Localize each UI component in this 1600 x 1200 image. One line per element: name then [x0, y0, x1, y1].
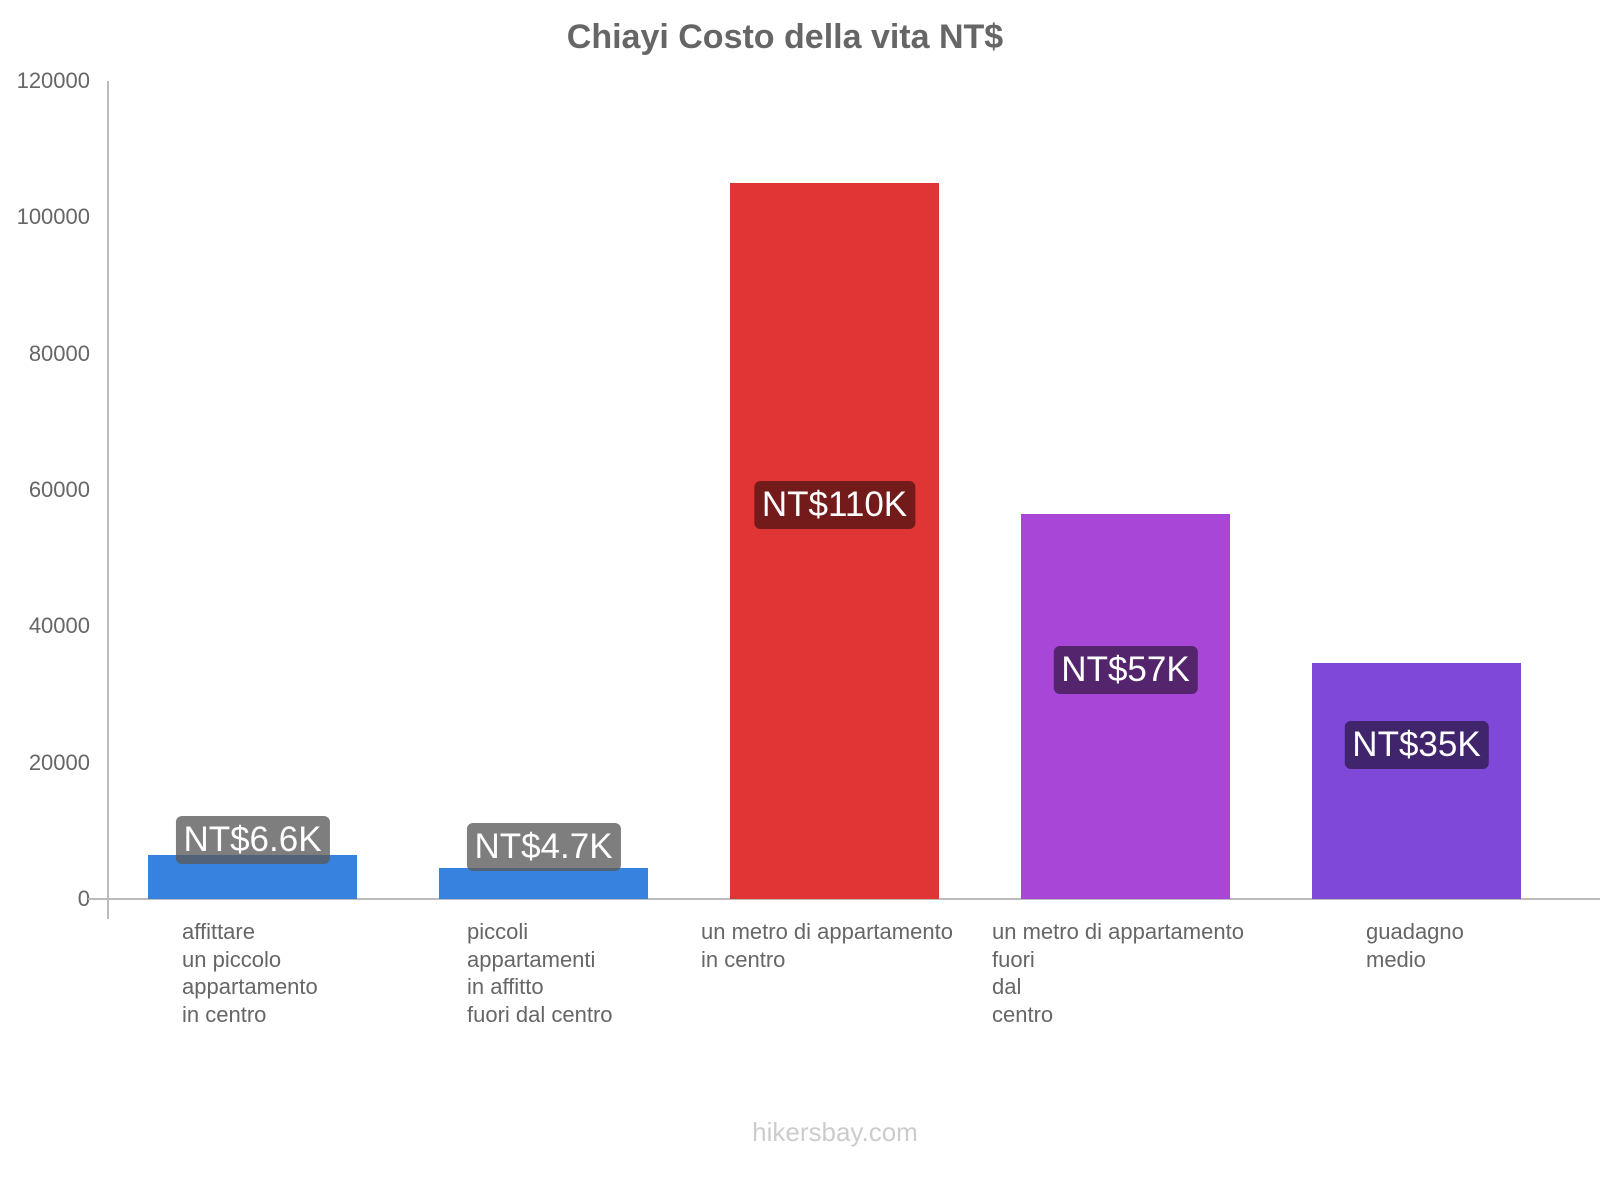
- data-label: NT$110K: [753, 481, 916, 529]
- y-tick-label: 120000: [16, 68, 90, 93]
- footer-watermark: hikersbay.com: [752, 1117, 918, 1147]
- data-label: NT$35K: [1344, 721, 1489, 769]
- bar: [1312, 663, 1521, 899]
- x-tick-label: piccoli appartamenti in affitto fuori da…: [467, 919, 613, 1027]
- y-axis-line: [107, 81, 109, 919]
- bar: [730, 183, 939, 899]
- chart-title: Chiayi Costo della vita NT$: [566, 18, 1004, 56]
- data-label: NT$4.7K: [466, 823, 621, 871]
- x-tick-label: un metro di appartamento in centro: [701, 919, 953, 972]
- bar: [439, 867, 648, 899]
- data-label: NT$57K: [1053, 646, 1198, 694]
- x-tick-label: un metro di appartamento fuori dal centr…: [992, 919, 1244, 1027]
- y-tick-label: 100000: [16, 204, 90, 230]
- y-tick-label: 40000: [28, 613, 90, 639]
- x-axis-line: [88, 898, 1600, 900]
- y-tick-label: 80000: [28, 340, 90, 366]
- x-tick-label: guadagno medio: [1366, 919, 1464, 972]
- y-tick-label: 20000: [28, 749, 90, 775]
- data-label: NT$6.6K: [175, 816, 330, 864]
- x-tick-label: affittare un piccolo appartamento in cen…: [182, 919, 318, 1027]
- y-tick-label: 0: [77, 886, 90, 911]
- bar: [1021, 513, 1230, 899]
- y-tick-label: 60000: [28, 477, 90, 502]
